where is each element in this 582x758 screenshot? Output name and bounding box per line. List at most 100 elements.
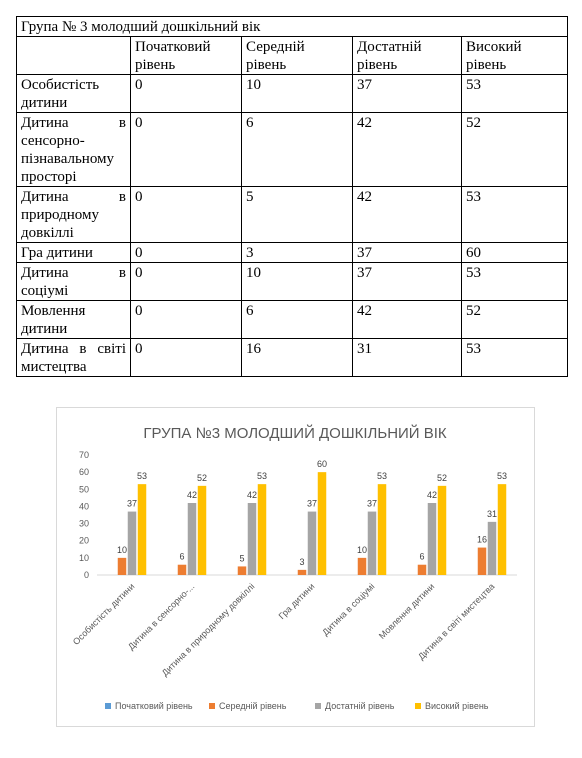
table-cell: 53 <box>460 186 569 243</box>
data-label: 53 <box>257 471 267 481</box>
data-label: 6 <box>179 552 184 562</box>
table-cell: 6 <box>241 112 353 187</box>
data-label: 42 <box>187 490 197 500</box>
legend-swatch <box>209 703 215 709</box>
chart-container: ГРУПА №3 МОЛОДШИЙ ДОШКІЛЬНИЙ ВІК 0 10 20 30… <box>56 407 535 727</box>
table-title: Група № 3 молодший дошкільний вік <box>15 16 569 37</box>
data-label: 53 <box>137 471 147 481</box>
table-header-row: Початковий рівень Середній рівень Достат… <box>16 36 569 75</box>
table-cell: 37 <box>352 242 462 263</box>
table-row: Дитина в соціумі 0 10 37 53 <box>16 262 569 301</box>
table-cell: 31 <box>352 338 462 377</box>
data-label: 52 <box>437 473 447 483</box>
y-tick-label: 10 <box>79 553 89 563</box>
bar <box>257 484 267 575</box>
table-row: Дитина в сенсорно-пізнавальному просторі… <box>16 112 569 187</box>
table-cell: 3 <box>241 242 353 263</box>
table-row: Гра дитини 0 3 37 60 <box>16 242 569 263</box>
table-cell: 42 <box>352 186 462 243</box>
bar <box>307 511 317 575</box>
table-cell: 10 <box>241 74 353 113</box>
bar <box>187 503 197 575</box>
chart-title: ГРУПА №3 МОЛОДШИЙ ДОШКІЛЬНИЙ ВІК <box>143 424 447 442</box>
table-cell: 52 <box>460 112 569 187</box>
data-label: 42 <box>247 490 257 500</box>
bar <box>297 569 307 575</box>
table-cell: 6 <box>241 300 353 339</box>
bar <box>117 557 127 575</box>
legend-swatch <box>315 703 321 709</box>
bar <box>127 511 137 575</box>
bar <box>487 521 497 575</box>
row-label: Мовлення дитини <box>16 300 131 339</box>
data-label: 37 <box>367 499 377 509</box>
bar <box>437 485 447 575</box>
table-cell: 16 <box>241 338 353 377</box>
data-label: 16 <box>477 535 487 545</box>
bar <box>247 503 257 575</box>
data-label: 53 <box>497 471 507 481</box>
row-label: Дитина в природному довкіллі <box>16 186 131 243</box>
bar <box>367 511 377 575</box>
table-header-cell: Початковий рівень <box>130 36 242 75</box>
row-label: Особистість дитини <box>16 74 131 113</box>
y-tick-label: 70 <box>79 450 89 460</box>
bar <box>357 557 367 575</box>
bar <box>427 503 437 575</box>
bar <box>417 564 427 575</box>
data-label: 42 <box>427 490 437 500</box>
table-cell: 42 <box>352 300 462 339</box>
data-label: 37 <box>307 499 317 509</box>
table-cell: 37 <box>352 74 462 113</box>
table-cell: 0 <box>130 242 242 263</box>
y-tick-label: 50 <box>79 484 89 494</box>
y-tick-label: 60 <box>79 467 89 477</box>
bar <box>497 484 507 575</box>
table-cell: 0 <box>130 338 242 377</box>
table-cell: 0 <box>130 262 242 301</box>
table-cell: 42 <box>352 112 462 187</box>
bar <box>177 564 187 575</box>
table-cell: 52 <box>460 300 569 339</box>
table-cell: 0 <box>130 112 242 187</box>
legend-item: Початковий рівень <box>115 701 193 711</box>
row-label: Дитина в сенсорно-пізнавальному просторі <box>16 112 131 187</box>
bar-chart: ГРУПА №3 МОЛОДШИЙ ДОШКІЛЬНИЙ ВІК 0 10 20 30… <box>71 424 517 711</box>
table-cell: 60 <box>460 242 569 263</box>
table-cell: 0 <box>130 74 242 113</box>
legend-item: Достатній рівень <box>325 701 395 711</box>
category-label: Особистість дитини <box>71 581 137 647</box>
table-header-cell: Достатній рівень <box>352 36 462 75</box>
row-label: Дитина в світі мистецтва <box>16 338 131 377</box>
table-cell: 53 <box>460 338 569 377</box>
data-label: 10 <box>117 545 127 555</box>
table-cell: 0 <box>130 300 242 339</box>
table-row: Мовлення дитини 0 6 42 52 <box>16 300 569 339</box>
data-label: 5 <box>239 553 244 563</box>
data-table: Група № 3 молодший дошкільний вік Початк… <box>15 16 569 377</box>
bar <box>317 472 327 575</box>
legend-swatch <box>105 703 111 709</box>
bar <box>137 484 147 575</box>
data-label: 10 <box>357 545 367 555</box>
data-label: 60 <box>317 459 327 469</box>
y-tick-label: 20 <box>79 536 89 546</box>
table-cell: 37 <box>352 262 462 301</box>
table-cell: 10 <box>241 262 353 301</box>
data-label: 6 <box>419 552 424 562</box>
table-header-cell <box>16 36 131 75</box>
table-title-row: Група № 3 молодший дошкільний вік <box>15 16 569 37</box>
legend-item: Середній рівень <box>219 701 287 711</box>
table-cell: 53 <box>460 262 569 301</box>
y-tick-label: 40 <box>79 501 89 511</box>
data-label: 37 <box>127 499 137 509</box>
table-header-cell: Середній рівень <box>241 36 353 75</box>
data-label: 52 <box>197 473 207 483</box>
table-row: Дитина в світі мистецтва 0 16 31 53 <box>16 338 569 377</box>
table-cell: 0 <box>130 186 242 243</box>
bar <box>237 566 247 575</box>
data-label: 53 <box>377 471 387 481</box>
table-header-cell: Високий рівень <box>460 36 569 75</box>
bar <box>197 485 207 575</box>
table-cell: 53 <box>460 74 569 113</box>
